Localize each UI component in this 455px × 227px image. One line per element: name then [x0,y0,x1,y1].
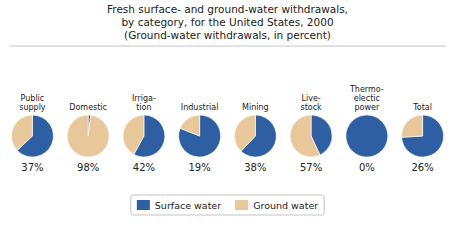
pie-slice [180,115,200,136]
pie-slice [346,115,388,157]
category-label: Industrial [181,103,219,112]
pie-slice [290,115,320,157]
category-label: Mining [242,103,269,112]
category-label: Total [412,103,432,112]
pie [123,115,165,157]
pie [179,115,221,157]
pie-slice [234,115,255,151]
category-label: Domestic [69,103,107,112]
data-label: 37% [21,162,43,173]
pie-slice [179,115,221,157]
title: Fresh surface- and ground-water withdraw… [107,3,348,28]
legend: Surface water Ground water [131,195,324,215]
pie-slice [402,115,423,137]
category-label: Thermo-electicpower [349,85,384,112]
data-label: 0% [359,162,375,173]
category-label: Publicsupply [19,94,46,112]
subtitle: (Ground-water withdrawals, in percent) [124,29,331,41]
data-label: 38% [244,162,266,173]
pie [402,115,444,157]
legend-swatch [235,200,248,210]
pie [346,115,388,157]
chart: Fresh surface- and ground-water withdraw… [0,0,455,227]
divider [9,46,446,47]
data-label: 98% [77,162,99,173]
pie [234,115,276,157]
data-label: 42% [133,162,155,173]
pie [67,115,109,157]
pie-slice [402,115,444,157]
legend-label: Ground water [253,200,318,211]
category-label: Irriga-tion [132,94,156,112]
pie [290,115,332,157]
pie [11,115,53,157]
data-label: 26% [411,162,433,173]
pie-slice [67,115,109,157]
data-label: 19% [189,162,211,173]
legend-swatch [137,200,150,210]
legend-label: Surface water [155,200,221,211]
category-label: Live-stock [300,94,322,112]
pie-slice [11,115,32,150]
pie-slice [123,115,144,154]
data-label: 57% [300,162,322,173]
legend-frame [131,195,324,215]
